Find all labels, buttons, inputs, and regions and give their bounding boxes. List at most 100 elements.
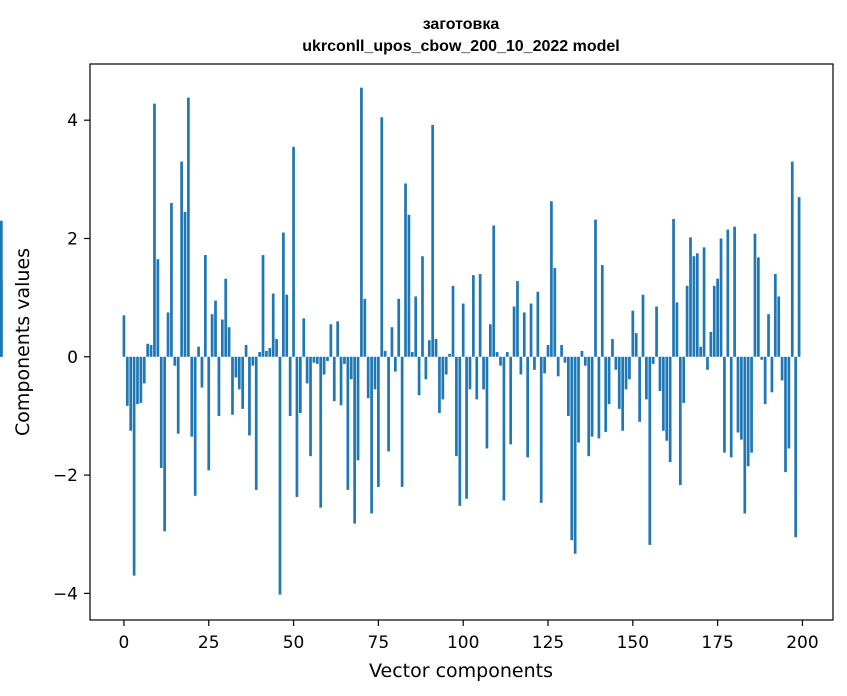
bar <box>248 356 251 436</box>
bar <box>207 356 211 471</box>
bar <box>580 350 584 357</box>
bar <box>149 344 153 357</box>
bar <box>159 356 163 468</box>
bar <box>702 247 706 357</box>
bar <box>282 232 285 357</box>
bar <box>122 315 126 357</box>
bar <box>244 344 248 357</box>
bar <box>254 356 258 490</box>
bar <box>438 356 441 413</box>
bar <box>397 298 401 357</box>
bar <box>251 356 255 366</box>
bar <box>363 298 367 357</box>
bar <box>709 331 713 357</box>
bar <box>475 356 479 400</box>
bar <box>292 146 295 357</box>
bar <box>617 356 621 409</box>
bar <box>200 356 204 388</box>
bar <box>655 306 658 357</box>
x-tick-label: 125 <box>532 633 564 653</box>
bar <box>343 356 346 364</box>
bar <box>482 356 485 390</box>
bar <box>295 356 299 497</box>
bar <box>611 339 614 357</box>
bar <box>689 237 692 357</box>
x-tick-label: 0 <box>119 633 130 653</box>
bar <box>499 356 502 366</box>
bar <box>550 201 553 357</box>
plot-frame <box>89 63 834 621</box>
bar <box>682 356 686 403</box>
chart-title-line2: ukrconll_upos_cbow_200_10_2022 model <box>302 38 619 55</box>
bar <box>393 356 397 372</box>
x-tick-label: 50 <box>283 633 305 653</box>
bar <box>641 294 645 357</box>
bar <box>136 356 139 405</box>
y-tick-label: −4 <box>53 584 78 604</box>
bar <box>570 356 574 541</box>
bar <box>797 197 801 357</box>
bar <box>298 356 302 413</box>
bar <box>302 318 306 357</box>
y-tick-label: −2 <box>53 466 78 486</box>
bar <box>472 275 475 357</box>
bar <box>787 356 791 449</box>
bar <box>478 273 482 357</box>
bar <box>258 352 261 357</box>
bar <box>692 256 696 357</box>
bar <box>129 356 133 431</box>
bar <box>353 356 356 524</box>
bar <box>326 356 329 361</box>
bar <box>583 356 587 366</box>
bar <box>502 356 506 501</box>
bar <box>675 302 679 357</box>
bar <box>505 352 509 357</box>
bar <box>309 356 312 457</box>
bar <box>753 233 757 357</box>
bar <box>529 303 533 357</box>
bar <box>587 356 591 457</box>
bar <box>322 356 326 375</box>
bar <box>163 356 166 532</box>
bar <box>533 356 536 370</box>
bar <box>509 356 513 445</box>
bar <box>658 356 662 392</box>
bar <box>234 356 238 378</box>
x-tick-label: 175 <box>701 633 733 653</box>
bar <box>380 117 384 357</box>
bar <box>278 356 282 595</box>
bar <box>743 356 747 514</box>
bar <box>417 356 421 396</box>
bar <box>604 356 608 432</box>
y-tick-label: 2 <box>67 229 78 249</box>
bar <box>668 356 672 463</box>
bar <box>210 314 214 357</box>
x-axis-label: Vector components <box>369 660 553 682</box>
bar <box>332 356 336 402</box>
x-tick-label: 25 <box>198 633 220 653</box>
bar <box>624 356 628 390</box>
bar <box>387 356 390 452</box>
bar <box>125 356 129 406</box>
bar <box>410 352 414 357</box>
bar <box>645 356 648 400</box>
bar <box>427 340 431 357</box>
bar <box>241 356 245 409</box>
bar <box>448 353 451 357</box>
bar <box>356 356 360 461</box>
bar <box>227 327 231 357</box>
bar <box>651 356 655 364</box>
bar <box>784 356 787 473</box>
bar <box>726 229 730 357</box>
bar <box>421 256 424 357</box>
bar <box>383 350 387 357</box>
bar <box>600 265 604 357</box>
bar <box>519 356 523 375</box>
bar <box>665 356 669 441</box>
bar <box>153 103 156 357</box>
bar <box>485 356 489 449</box>
bar <box>132 356 136 576</box>
bar <box>329 324 333 357</box>
bar <box>553 268 557 357</box>
bar <box>176 356 180 434</box>
